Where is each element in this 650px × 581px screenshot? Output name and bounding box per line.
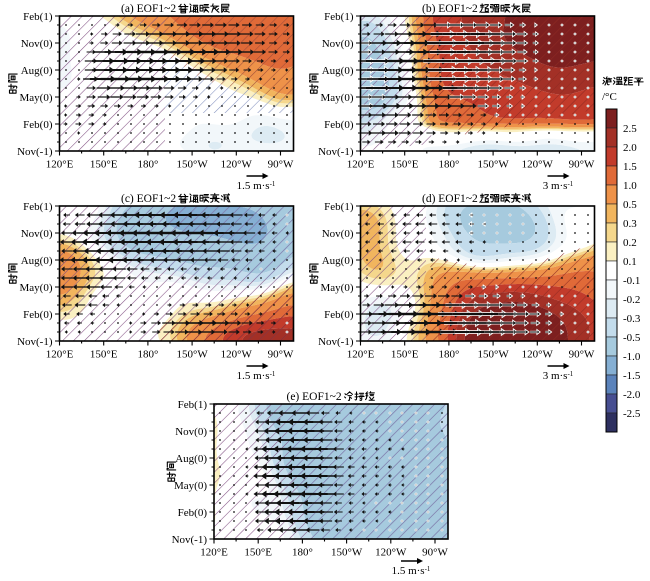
svg-text:180°: 180° [137,159,158,171]
svg-text:120°W: 120°W [522,349,554,361]
svg-text:Feb(1): Feb(1) [324,11,354,23]
svg-text:-0.2: -0.2 [623,294,640,306]
svg-text:180°: 180° [438,159,459,171]
svg-text:1.5 m·s-1: 1.5 m·s-1 [392,565,431,576]
svg-text:150°W: 150°W [176,159,208,171]
svg-text:90°W: 90°W [268,349,294,361]
svg-text:150°E: 150°E [90,349,118,361]
svg-text:Feb(0): Feb(0) [324,119,354,131]
svg-text:Nov(0): Nov(0) [175,426,207,438]
svg-text:Nov(0): Nov(0) [21,38,53,50]
svg-text:Aug(0): Aug(0) [21,65,53,77]
svg-text:120°E: 120°E [347,349,375,361]
svg-text:May(0): May(0) [174,480,207,492]
svg-text:Nov(-1): Nov(-1) [17,146,53,158]
svg-text:Aug(0): Aug(0) [322,255,354,267]
svg-text:120°E: 120°E [46,349,74,361]
svg-text:Nov(-1): Nov(-1) [318,336,354,348]
svg-text:Nov(-1): Nov(-1) [17,336,53,348]
svg-text:Nov(0): Nov(0) [322,38,354,50]
svg-text:120°W: 120°W [522,159,554,171]
svg-text:120°E: 120°E [347,159,375,171]
svg-text:120°E: 120°E [46,159,74,171]
svg-text:150°W: 150°W [477,349,509,361]
svg-text:Feb(0): Feb(0) [324,309,354,321]
svg-text:Feb(1): Feb(1) [23,201,53,213]
svg-text:Aug(0): Aug(0) [175,453,207,465]
svg-text:Nov(0): Nov(0) [21,228,53,240]
svg-text:May(0): May(0) [20,92,53,104]
svg-text:May(0): May(0) [321,92,354,104]
svg-text:May(0): May(0) [321,282,354,294]
svg-text:180°: 180° [438,349,459,361]
svg-text:Feb(0): Feb(0) [23,309,53,321]
svg-text:(a) EOF1~2: (a) EOF1~2 [121,3,176,15]
svg-text:120°W: 120°W [375,547,407,559]
svg-text:2.5: 2.5 [623,123,637,135]
svg-text:120°W: 120°W [221,349,253,361]
svg-text:May(0): May(0) [20,282,53,294]
svg-text:90°W: 90°W [569,349,595,361]
svg-text:-2.5: -2.5 [623,408,641,420]
svg-text:120°W: 120°W [221,159,253,171]
svg-text:180°: 180° [137,349,158,361]
svg-text:120°E: 120°E [200,547,228,559]
svg-text:-1.0: -1.0 [623,351,641,363]
svg-text:(b) EOF1~2: (b) EOF1~2 [422,3,478,15]
svg-text:Feb(1): Feb(1) [178,399,208,411]
svg-text:-0.5: -0.5 [623,332,641,344]
svg-text:180°: 180° [292,547,313,559]
svg-text:150°E: 150°E [391,159,419,171]
svg-text:3 m·s-1: 3 m·s-1 [543,370,574,382]
svg-text:0.3: 0.3 [623,218,637,230]
svg-text:-0.1: -0.1 [623,275,640,287]
svg-text:1.5 m·s-1: 1.5 m·s-1 [237,370,276,382]
svg-text:0.5: 0.5 [623,199,637,211]
svg-text:3 m·s-1: 3 m·s-1 [543,180,574,192]
svg-text:90°W: 90°W [268,159,294,171]
svg-text:(c) EOF1~2: (c) EOF1~2 [121,193,176,205]
svg-text:Feb(1): Feb(1) [23,11,53,23]
svg-text:1.5 m·s-1: 1.5 m·s-1 [237,180,276,192]
svg-text:Aug(0): Aug(0) [322,65,354,77]
svg-text:(d) EOF1~2: (d) EOF1~2 [422,193,478,205]
svg-text:1.0: 1.0 [623,180,637,192]
svg-text:0.2: 0.2 [623,237,637,249]
svg-text:Nov(0): Nov(0) [322,228,354,240]
svg-text:150°E: 150°E [391,349,419,361]
svg-text:-1.5: -1.5 [623,370,641,382]
svg-text:90°W: 90°W [569,159,595,171]
svg-text:2.0: 2.0 [623,142,637,154]
svg-text:150°W: 150°W [176,349,208,361]
svg-text:Feb(1): Feb(1) [324,201,354,213]
svg-text:Nov(-1): Nov(-1) [172,534,208,546]
svg-text:Aug(0): Aug(0) [21,255,53,267]
svg-text:-0.3: -0.3 [623,313,641,325]
svg-text:150°W: 150°W [477,159,509,171]
svg-text:Feb(0): Feb(0) [23,119,53,131]
svg-text:(e) EOF1~2: (e) EOF1~2 [287,391,342,403]
svg-text:1.5: 1.5 [623,161,637,173]
svg-text:Nov(-1): Nov(-1) [318,146,354,158]
svg-text:/°C: /°C [602,91,617,103]
svg-text:150°W: 150°W [331,547,363,559]
svg-text:150°E: 150°E [90,159,118,171]
svg-text:Feb(0): Feb(0) [178,507,208,519]
svg-text:90°W: 90°W [422,547,448,559]
svg-text:-2.0: -2.0 [623,389,641,401]
svg-text:0.1: 0.1 [623,256,637,268]
svg-text:150°E: 150°E [244,547,272,559]
